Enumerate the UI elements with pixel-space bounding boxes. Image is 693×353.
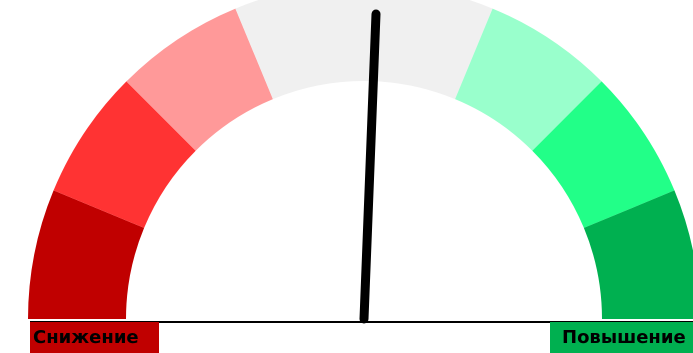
gauge-baseline [30,321,693,323]
gauge-needle [359,9,381,324]
gauge-segment-6 [455,8,602,151]
gauge-segment-2 [53,81,196,228]
gauge-segment-1 [28,190,145,319]
gauge-segment-7 [532,81,675,228]
decrease-label: Снижение [30,322,159,353]
gauge-segment-3 [126,8,273,151]
gauge-segment-4 [235,0,364,100]
increase-label: Повышение [550,322,693,353]
gauge-segment-8 [583,190,693,319]
gauge-segments [28,0,693,319]
gauge-segment-5 [364,0,493,100]
